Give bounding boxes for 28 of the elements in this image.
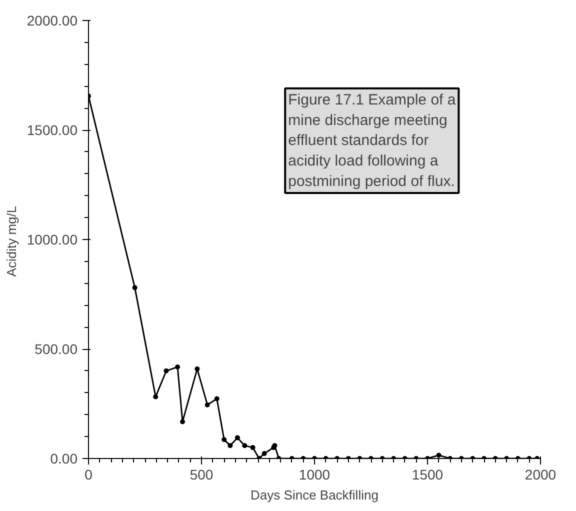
point [180,419,186,424]
point [234,435,240,440]
y-tick-label: 0.00 [50,450,78,466]
point [194,366,200,372]
y-tick-label: 500.00 [34,341,78,357]
x-tick-label: 1000 [298,466,330,482]
y-tick-label: 1000.00 [26,232,78,248]
y-tick-label: 1500.00 [26,122,78,138]
point [214,396,220,402]
point [204,402,210,408]
y-axis-title: Acidity mg/L [4,206,19,277]
point [175,364,180,370]
point [242,443,248,448]
x-tick-label: 2000 [524,466,556,482]
point [132,285,138,290]
x-tick-label: 1500 [412,466,444,482]
y-tick-label: 2000.00 [26,12,78,28]
point [436,452,442,458]
point [153,394,158,400]
point [164,368,169,374]
x-tick-label: 0 [84,466,93,482]
point [222,437,227,442]
x-tick-label: 500 [190,466,214,482]
point [250,445,256,450]
annotation: Figure 17.1 Example of a mine discharge meeting effluent standards for acidity load following a postmining period of flux. [288,91,456,190]
point [262,450,267,456]
point [228,443,233,448]
x-axis-title: Days Since Backfilling [250,488,378,502]
